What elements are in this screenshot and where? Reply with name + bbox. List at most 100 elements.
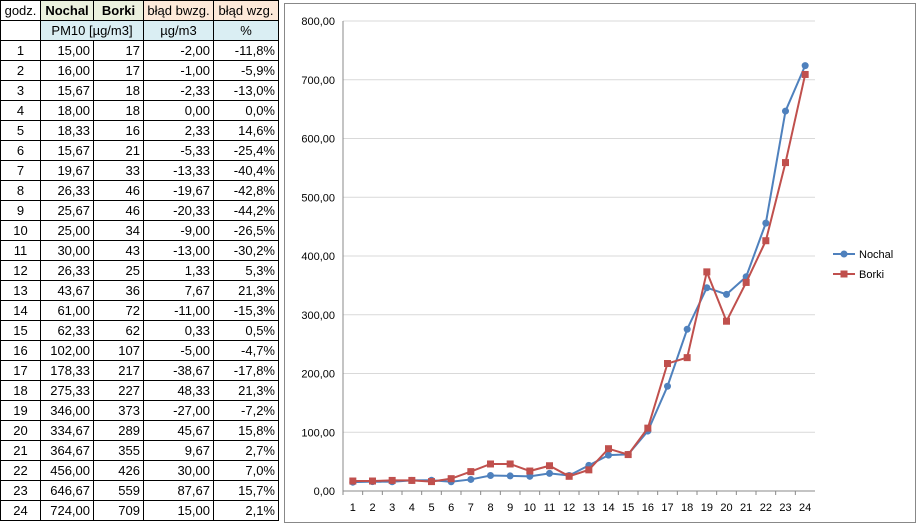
data-point xyxy=(782,159,789,167)
x-tick-label: 18 xyxy=(681,502,693,514)
column-header: błąd bwzg. xyxy=(143,0,214,21)
table-cell: 17 xyxy=(0,360,41,381)
y-tick-label: 300,00 xyxy=(301,310,335,322)
table-cell: 15,8% xyxy=(213,420,279,441)
data-point xyxy=(349,477,357,485)
table-cell: 15,67 xyxy=(40,140,94,161)
table-cell: -11,00 xyxy=(143,300,214,321)
table-cell: 16 xyxy=(0,340,41,361)
line-chart: 0,00 100,00 200,00 300,00 400,00 500,00 600,00… xyxy=(284,3,916,523)
table-cell: 8 xyxy=(0,180,41,201)
data-point xyxy=(664,360,671,368)
table-cell: 724,00 xyxy=(40,500,94,521)
x-tick-label: 15 xyxy=(622,502,634,514)
empty-cell xyxy=(0,20,41,41)
x-tick-label: 2 xyxy=(369,502,375,514)
data-point xyxy=(388,476,396,484)
table-cell: -1,00 xyxy=(143,60,214,81)
table-cell: 373 xyxy=(93,400,144,421)
table-cell: 11 xyxy=(0,240,41,261)
table-cell: 46 xyxy=(93,200,144,221)
x-tick-label: 8 xyxy=(487,502,493,514)
table-cell: 178,33 xyxy=(40,360,94,381)
table-cell: -20,33 xyxy=(143,200,214,221)
table-cell: 7,0% xyxy=(213,460,279,481)
table-cell: 355 xyxy=(93,440,144,461)
table-cell: 20 xyxy=(0,420,41,441)
data-point xyxy=(703,268,711,276)
table-row: 2 16,00 17 -1,00 -5,9% xyxy=(0,60,279,81)
table-row: 17 178,33 217 -38,67 -17,8% xyxy=(0,360,279,381)
x-tick-label: 7 xyxy=(468,502,474,514)
table-cell: 1 xyxy=(0,40,41,61)
data-point xyxy=(624,451,632,459)
table-cell: 43,67 xyxy=(40,280,94,301)
table-row: 13 43,67 36 7,67 21,3% xyxy=(0,280,279,301)
table-cell: 72 xyxy=(93,300,144,321)
data-point xyxy=(585,466,593,474)
x-tick-label: 12 xyxy=(563,502,575,514)
table-row: 23 646,67 559 87,67 15,7% xyxy=(0,480,279,501)
table-cell: 14,6% xyxy=(213,120,279,141)
data-point xyxy=(546,462,553,470)
data-point xyxy=(762,237,770,245)
table-cell: 18,00 xyxy=(40,100,94,121)
data-point xyxy=(487,460,494,468)
table-cell: 0,5% xyxy=(213,320,279,341)
legend-label: Nochal xyxy=(859,249,893,261)
table-cell: -5,00 xyxy=(143,340,214,361)
data-point xyxy=(605,451,612,459)
data-point xyxy=(801,70,809,78)
x-tick-label: 16 xyxy=(642,502,654,514)
x-tick-label: 3 xyxy=(389,502,395,514)
table-cell: 18,33 xyxy=(40,120,94,141)
table-cell: -7,2% xyxy=(213,400,279,421)
x-tick-label: 22 xyxy=(760,502,772,514)
table-row: 8 26,33 46 -19,67 -42,8% xyxy=(0,180,279,201)
table-cell: -5,9% xyxy=(213,60,279,81)
data-table: godz. Nochal Borki błąd bwzg. błąd wzg. PM10 … xyxy=(0,0,279,521)
table-cell: 4 xyxy=(0,100,41,121)
table-cell: -19,67 xyxy=(143,180,214,201)
table-cell: 24 xyxy=(0,500,41,521)
unit-rel: % xyxy=(213,20,279,41)
series-line-nochal xyxy=(352,65,807,484)
table-cell: -26,5% xyxy=(213,220,279,241)
table-cell: 2,33 xyxy=(143,120,214,141)
table-cell: 46 xyxy=(93,180,144,201)
table-cell: -40,4% xyxy=(213,160,279,181)
table-cell: 18 xyxy=(93,100,144,121)
data-point xyxy=(526,467,534,475)
table-row: 1 15,00 17 -2,00 -11,8% xyxy=(0,40,279,61)
data-point xyxy=(664,382,671,390)
table-cell: 16,00 xyxy=(40,60,94,81)
table-cell: 18 xyxy=(0,380,41,401)
legend-label: Borki xyxy=(859,269,884,281)
table-cell: 15,67 xyxy=(40,80,94,101)
table-cell: -42,8% xyxy=(213,180,279,201)
table-row: 21 364,67 355 9,67 2,7% xyxy=(0,440,279,461)
table-row: 20 334,67 289 45,67 15,8% xyxy=(0,420,279,441)
table-cell: 456,00 xyxy=(40,460,94,481)
x-tick-label: 21 xyxy=(740,502,752,514)
table-row: 4 18,00 18 0,00 0,0% xyxy=(0,100,279,121)
table-cell: -4,7% xyxy=(213,340,279,361)
x-tick-label: 24 xyxy=(799,502,811,514)
table-cell: 87,67 xyxy=(143,480,214,501)
table-cell: 0,0% xyxy=(213,100,279,121)
data-point xyxy=(546,469,553,477)
table-cell: 14 xyxy=(0,300,41,321)
table-cell: 346,00 xyxy=(40,400,94,421)
table-cell: 26,33 xyxy=(40,180,94,201)
data-point xyxy=(782,107,789,115)
data-point xyxy=(428,478,435,486)
x-tick-label: 6 xyxy=(448,502,454,514)
table-cell: 5,3% xyxy=(213,260,279,281)
table-cell: 2,7% xyxy=(213,440,279,461)
table-cell: 646,67 xyxy=(40,480,94,501)
table-cell: -5,33 xyxy=(143,140,214,161)
data-point xyxy=(742,278,750,286)
table-cell: -9,00 xyxy=(143,220,214,241)
table-cell: -2,00 xyxy=(143,40,214,61)
table-cell: -17,8% xyxy=(213,360,279,381)
